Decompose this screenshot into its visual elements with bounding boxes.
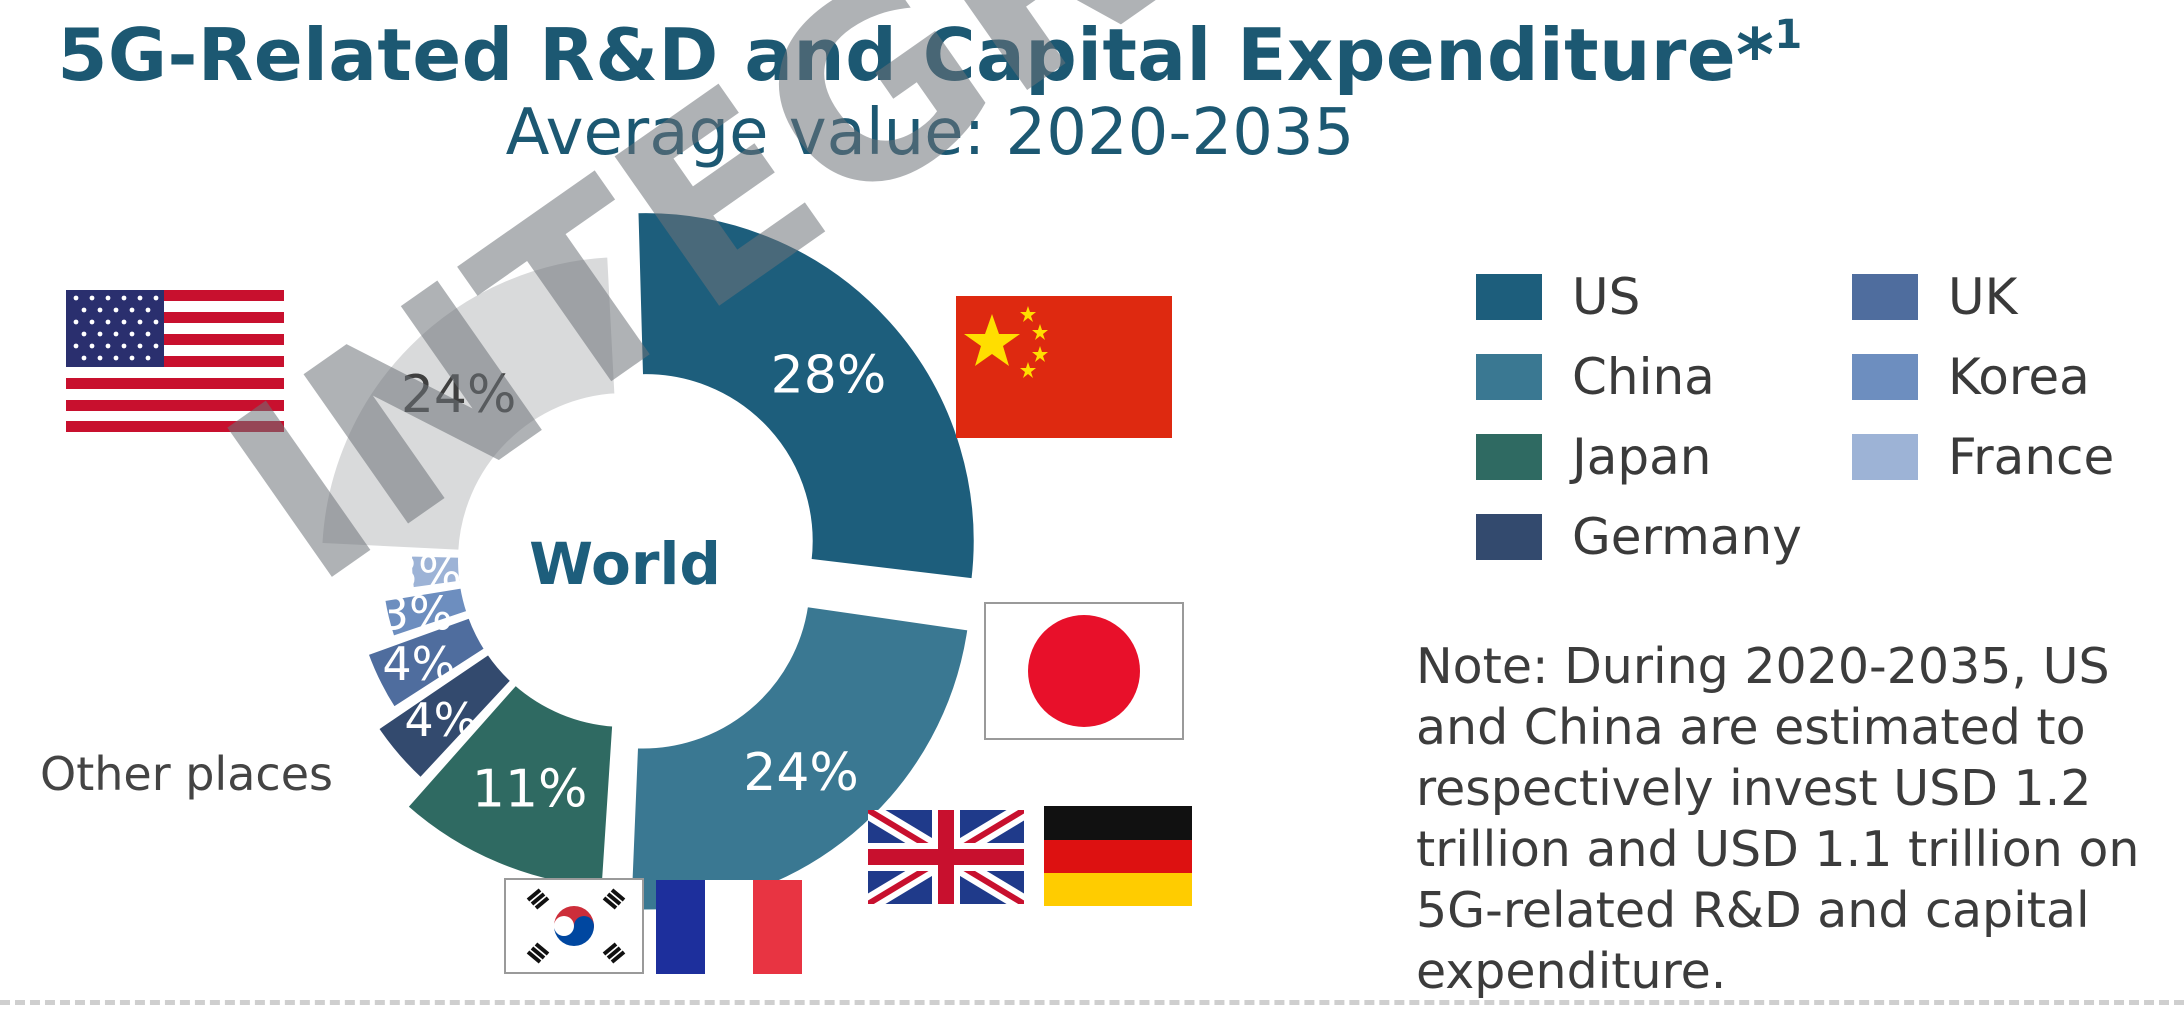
legend-item-uk: UK — [1852, 268, 2017, 326]
bottom-divider — [0, 1000, 2184, 1005]
legend-swatch — [1852, 434, 1918, 480]
donut-slice-korea — [380, 584, 472, 641]
legend-item-japan: Japan — [1476, 428, 1711, 486]
data-label-france: 3% — [389, 546, 462, 600]
data-label-japan: 11% — [472, 759, 588, 819]
legend-swatch — [1476, 274, 1542, 320]
us-flag-icon — [66, 290, 284, 432]
donut-slice-france — [408, 552, 464, 592]
legend-swatch — [1476, 354, 1542, 400]
japan-flag-icon — [984, 602, 1184, 740]
donut-slice-us — [634, 209, 978, 583]
legend-swatch — [1852, 274, 1918, 320]
donut-data-labels: 28%24%11%4%4%3%3%24% — [380, 345, 886, 819]
donut-slice-other-places — [318, 253, 619, 554]
legend-swatch — [1476, 514, 1542, 560]
chart-subtitle: Average value: 2020-2035 — [505, 96, 1355, 170]
korea-flag-icon — [504, 878, 644, 974]
legend-label: Japan — [1572, 428, 1712, 486]
legend-label: China — [1572, 348, 1715, 406]
uk-flag-icon — [868, 810, 1024, 904]
donut-slice-uk — [363, 613, 490, 712]
data-label-germany: 4% — [404, 693, 477, 747]
data-label-uk: 4% — [382, 637, 455, 691]
france-flag-icon — [656, 880, 802, 974]
legend-label: US — [1572, 268, 1641, 326]
legend-item-us: US — [1476, 268, 1640, 326]
data-label-korea: 3% — [380, 587, 453, 641]
chart-title-text: 5G-Related R&D and Capital Expenditure* — [57, 13, 1775, 97]
legend-label: Korea — [1948, 348, 2090, 406]
legend-item-germany: Germany — [1476, 508, 1802, 566]
legend-label: France — [1948, 428, 2115, 486]
legend-swatch — [1852, 354, 1918, 400]
data-label-other-places: 24% — [401, 365, 517, 425]
title-footnote-marker: 1 — [1774, 12, 1803, 58]
china-flag-icon — [956, 296, 1172, 438]
legend-item-france: France — [1852, 428, 2114, 486]
donut-slice-germany — [374, 649, 516, 783]
germany-flag-icon — [1044, 806, 1192, 906]
legend-item-korea: Korea — [1852, 348, 2090, 406]
chart-title: 5G-Related R&D and Capital Expenditure*1 — [0, 12, 1860, 97]
data-label-china: 24% — [743, 743, 859, 803]
legend-swatch — [1476, 434, 1542, 480]
other-places-label: Other places — [40, 747, 333, 801]
data-label-us: 28% — [771, 345, 887, 405]
chart-note: Note: During 2020-2035, US and China are… — [1416, 638, 2140, 1000]
legend-label: UK — [1948, 268, 2018, 326]
legend-label: Germany — [1572, 508, 1802, 566]
donut-center-label: World — [529, 530, 721, 598]
legend-item-china: China — [1476, 348, 1715, 406]
chart-legend: US UK China Korea Japan France Germany — [1476, 268, 2176, 588]
